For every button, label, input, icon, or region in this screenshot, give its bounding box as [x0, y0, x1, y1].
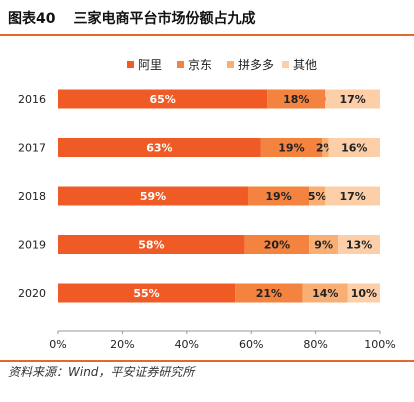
legend-swatch-2: [177, 61, 184, 68]
data-label-2019-s1: 58%: [138, 239, 164, 252]
bar-2017-s4: [328, 138, 380, 157]
bar-2016-s4: [325, 89, 380, 109]
category-label-2017: 2017: [18, 142, 46, 155]
data-label-2016-s2: 18%: [283, 93, 309, 106]
data-label-2017-s2: 19%: [278, 142, 304, 155]
legend: 阿里 京东 拼多多 其他: [127, 58, 317, 72]
bar-2020-s2: [235, 283, 303, 303]
x-tick-label-0: 0%: [49, 338, 66, 351]
bars: 201665%18%017%201763%19%2%16%201859%19%5…: [18, 89, 380, 303]
data-label-2018-s4: 17%: [339, 190, 365, 203]
data-label-2019-s4: 13%: [346, 239, 372, 252]
data-label-2019-s2: 20%: [264, 239, 290, 252]
data-label-2017-s4: 16%: [341, 142, 367, 155]
source-note: 资料来源：Wind，平安证券研究所: [8, 365, 195, 379]
bar-2018-s1: [58, 186, 248, 206]
bar-2016-s2: [267, 89, 326, 109]
bar-2018-s3: [309, 186, 326, 206]
chart-title: 图表40 三家电商平台市场份额占九成: [8, 5, 255, 33]
bar-2017-s1: [58, 138, 261, 157]
data-label-2020-s1: 55%: [133, 287, 159, 300]
title-rule: [0, 34, 414, 36]
bar-2017-s3: [322, 138, 329, 157]
data-label-2020-s2: 21%: [256, 287, 282, 300]
category-label-2018: 2018: [18, 190, 46, 203]
legend-label-2: 京东: [188, 58, 212, 72]
x-axis: 0% 20% 40% 60% 80% 100%: [49, 330, 396, 351]
bar-2019-s2: [244, 235, 310, 254]
legend-label-4: 其他: [293, 58, 317, 72]
data-label-2020-s4: 10%: [351, 287, 377, 300]
legend-label-1: 阿里: [138, 58, 162, 72]
bar-2019-s3: [309, 235, 339, 254]
bar-2019-s1: [58, 235, 245, 254]
bar-2017-s2: [260, 138, 323, 157]
x-tick-label-3: 60%: [239, 338, 263, 351]
source-rule: [0, 360, 414, 362]
legend-swatch-1: [127, 61, 134, 68]
bar-2016-s1: [58, 89, 268, 109]
data-label-2016-s1: 65%: [149, 93, 175, 106]
data-label-2019-s3: 9%: [314, 239, 333, 252]
x-tick-label-1: 20%: [110, 338, 134, 351]
x-tick-label-4: 80%: [303, 338, 327, 351]
data-label-2018-s3: 5%: [308, 190, 327, 203]
data-label-2017-s1: 63%: [146, 142, 172, 155]
category-label-2019: 2019: [18, 239, 46, 252]
data-label-2020-s3: 14%: [312, 287, 338, 300]
legend-label-3: 拼多多: [238, 58, 274, 72]
bar-2020-s3: [302, 283, 348, 303]
figure-label: 图表40: [8, 11, 56, 27]
legend-swatch-4: [282, 61, 289, 68]
data-label-2018-s1: 59%: [140, 190, 166, 203]
title-text: 三家电商平台市场份额占九成: [73, 11, 256, 27]
x-tick-label-5: 100%: [364, 338, 395, 351]
bar-2018-s2: [247, 186, 310, 206]
category-label-2016: 2016: [18, 93, 46, 106]
bar-2019-s4: [338, 235, 380, 254]
bar-2020-s4: [347, 283, 380, 303]
legend-swatch-3: [227, 61, 234, 68]
x-tick-label-2: 40%: [175, 338, 199, 351]
data-label-2018-s2: 19%: [265, 190, 291, 203]
bar-2020-s1: [58, 283, 236, 303]
category-label-2020: 2020: [18, 287, 46, 300]
data-label-2016-s4: 17%: [339, 93, 365, 106]
bar-2018-s4: [325, 186, 380, 206]
